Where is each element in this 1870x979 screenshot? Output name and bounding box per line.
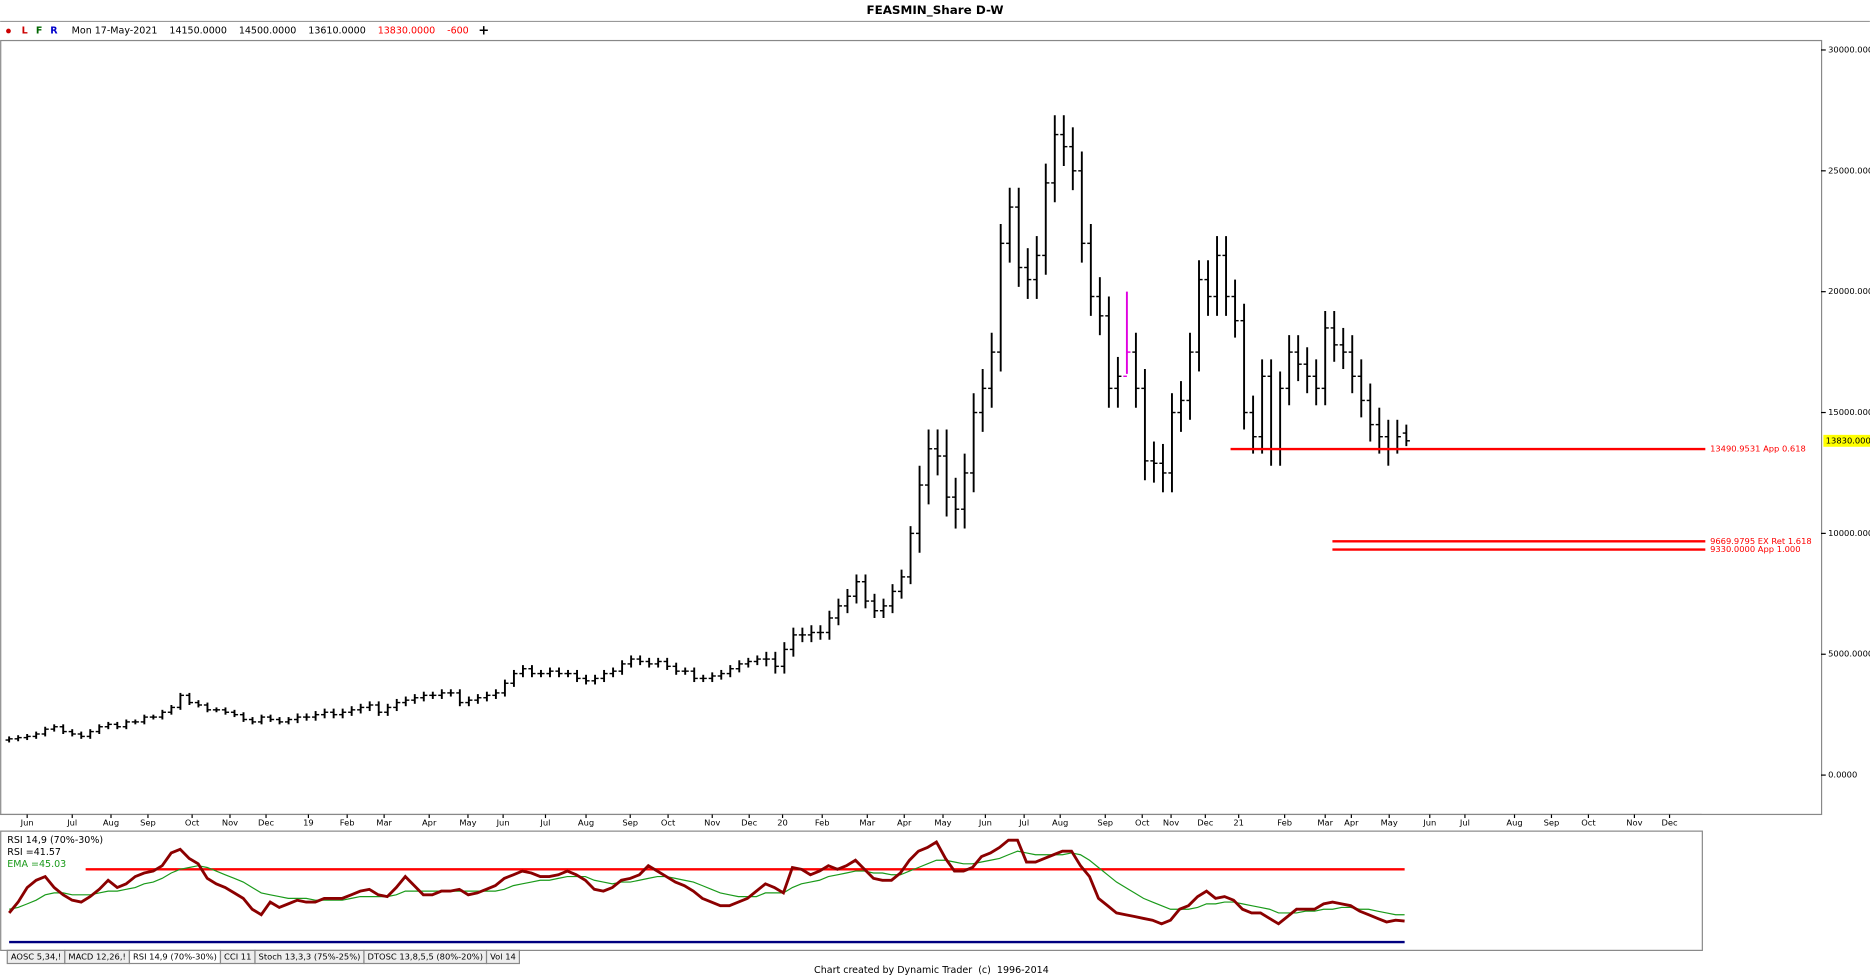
x-tick-label: Mar [1317, 817, 1333, 827]
y-tick-label: 15000.000 [1828, 407, 1870, 417]
tab-frame[interactable] [485, 949, 521, 965]
toolbar-change: -600 [447, 26, 469, 37]
fib-label: 13490.9531 App 0.618 [1710, 444, 1806, 454]
x-tick-label: Apr [897, 817, 912, 827]
x-tick-label: Oct [1581, 817, 1596, 827]
rsi-title: RSI 14,9 (70%-30%) [7, 835, 103, 846]
x-tick-label: Aug [1052, 817, 1068, 827]
indicator-tab[interactable]: Vol 14 [490, 951, 516, 961]
fib-label: 9669.9795 EX Ret 1.618 [1710, 536, 1812, 546]
x-tick-label: Apr [422, 817, 437, 827]
toolbar-close: 13830.0000 [378, 26, 436, 37]
x-tick-label: Apr [1344, 817, 1359, 827]
toolbar-info: 14500.0000 [239, 26, 297, 37]
indicator-tab[interactable]: MACD 12,26,! [68, 951, 125, 961]
toolbar-info: 14150.0000 [169, 26, 227, 37]
fib-label: 9330.0000 App 1.000 [1710, 544, 1800, 554]
y-tick-label: 5000.0000 [1828, 649, 1870, 659]
x-tick-label: Nov [222, 817, 238, 827]
x-tick-label: Mar [376, 817, 392, 827]
chart-title: FEASMIN_Share D-W [866, 3, 1003, 18]
x-tick-label: Jul [66, 817, 77, 827]
x-tick-label: Aug [1506, 817, 1522, 827]
toolbar-letter: F [36, 26, 43, 37]
x-tick-label: Nov [1626, 817, 1642, 827]
x-tick-label: 19 [303, 817, 314, 827]
x-tick-label: Sep [1097, 817, 1113, 827]
y-tick-label: 30000.000 [1828, 44, 1870, 54]
x-tick-label: Feb [340, 817, 355, 827]
x-tick-label: Feb [815, 817, 830, 827]
x-tick-label: Jun [978, 817, 992, 827]
x-tick-label: Nov [704, 817, 720, 827]
x-tick-label: Sep [1544, 817, 1560, 827]
x-tick-label: May [934, 817, 951, 827]
y-tick-label: 25000.000 [1828, 165, 1870, 175]
x-tick-label: Jul [1459, 817, 1470, 827]
toolbar-letter: R [50, 26, 58, 37]
x-tick-label: Oct [1135, 817, 1150, 827]
rsi-line [8, 838, 1405, 926]
x-tick-label: 21 [1233, 817, 1244, 827]
indicator-tab[interactable]: CCI 11 [224, 951, 251, 961]
x-tick-label: Sep [140, 817, 156, 827]
x-tick-label: Jul [539, 817, 550, 827]
x-tick-label: Mar [859, 817, 875, 827]
last-price-label: 13830.000 [1826, 435, 1870, 445]
x-tick-label: Feb [1277, 817, 1292, 827]
legend-entry: RSI =41.57 [7, 847, 61, 858]
toolbar-dot [6, 28, 11, 34]
indicator-tab[interactable]: AOSC 5,34,! [11, 951, 61, 961]
toolbar-info: Mon 17-May-2021 [72, 26, 158, 37]
x-tick-label: Sep [622, 817, 638, 827]
x-tick-label: May [1381, 817, 1398, 827]
toolbar-letter: L [22, 26, 28, 37]
x-tick-label: Jun [20, 817, 34, 827]
rsi-line [9, 850, 1405, 916]
x-tick-label: Jun [1422, 817, 1436, 827]
footer: Chart created by Dynamic Trader (c) 1996… [814, 965, 1049, 976]
indicator-tab[interactable]: RSI 14,9 (70%-30%) [133, 951, 217, 961]
x-tick-label: Oct [185, 817, 200, 827]
x-tick-label: Aug [578, 817, 594, 827]
x-tick-label: Dec [258, 817, 275, 827]
x-tick-label: Dec [1197, 817, 1214, 827]
x-tick-label: 20 [777, 817, 788, 827]
last-price-box [1823, 434, 1870, 447]
x-tick-label: Nov [1163, 817, 1179, 827]
indicator-tab[interactable]: DTOSC 13,8,5,5 (80%-20%) [368, 951, 483, 961]
x-tick-label: Dec [741, 817, 758, 827]
x-tick-label: May [459, 817, 476, 827]
toolbar-plus: + [478, 24, 489, 39]
x-tick-label: Jun [496, 817, 510, 827]
x-tick-label: Aug [103, 817, 119, 827]
rsi-panel [0, 830, 1703, 951]
toolbar-info: 13610.0000 [308, 26, 366, 37]
x-tick-label: Oct [661, 817, 676, 827]
x-tick-label: Dec [1661, 817, 1678, 827]
y-tick-label: 20000.000 [1828, 286, 1870, 296]
x-tick-label: Jul [1018, 817, 1029, 827]
legend-entry: EMA =45.03 [7, 859, 66, 870]
y-tick-label: 0.0000 [1828, 770, 1857, 780]
y-tick-label: 10000.000 [1828, 528, 1870, 538]
indicator-tab[interactable]: Stoch 13,3,3 (75%-25%) [259, 951, 361, 961]
